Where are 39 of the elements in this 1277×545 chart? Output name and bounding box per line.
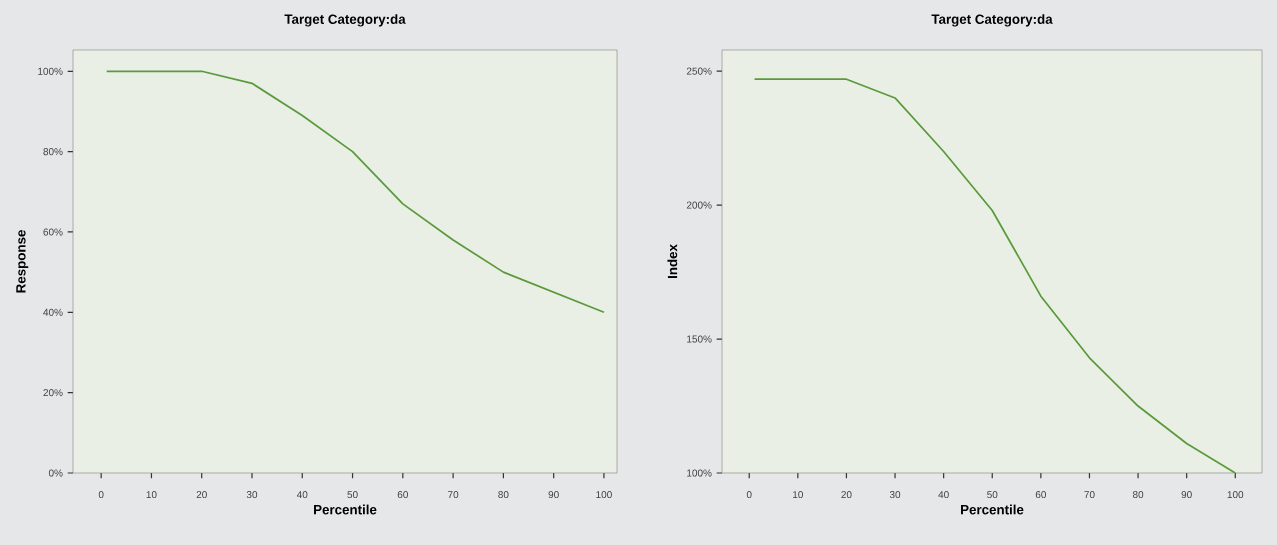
line-series [753,78,1237,473]
y-tick-label: 40% [43,308,63,316]
y-axis-title: Response [16,230,29,293]
x-axis-title: Percentile [961,504,1024,515]
x-tick-label: 20 [196,491,207,499]
y-tick-label: 150% [687,335,712,343]
x-tick-label: 40 [938,491,949,499]
x-tick-label: 100 [1227,491,1244,499]
y-tick-label: 0% [48,469,63,477]
x-tick-label: 70 [448,491,459,499]
x-tick-label: 60 [1035,491,1047,499]
x-tick-label: 30 [246,491,258,499]
y-tick-label: 60% [43,228,63,236]
x-tick-label: 70 [1084,491,1095,499]
x-tick-label: 80 [1132,491,1144,499]
x-tick-label: 90 [1181,491,1192,499]
x-tick-label: 80 [498,491,509,499]
x-tick-label: 10 [793,491,803,499]
x-tick-label: 100 [596,491,612,499]
x-tick-label: 0 [746,491,752,499]
x-tick-label: 10 [146,491,157,499]
x-tick-label: 60 [397,491,408,499]
y-axis-title: Index [667,244,678,278]
x-tick-label: 50 [987,491,998,499]
x-tick-label: 50 [347,491,358,499]
chart-title: Target Category:da [284,14,406,27]
y-tick-label: 250% [686,67,712,75]
y-tick-label: 80% [43,148,63,156]
x-tick-label: 0 [98,491,104,499]
y-tick-label: 20% [43,389,63,397]
x-tick-label: 20 [841,491,852,499]
chart-title: Target Category:da [931,14,1053,27]
y-tick-label: 200% [686,201,712,209]
y-tick-label: 100% [687,469,712,477]
x-axis-title: Percentile [314,504,377,515]
x-tick-label: 30 [889,491,901,499]
y-tick-label: 100% [38,67,63,75]
x-tick-label: 40 [296,491,308,499]
x-tick-label: 90 [548,491,559,499]
